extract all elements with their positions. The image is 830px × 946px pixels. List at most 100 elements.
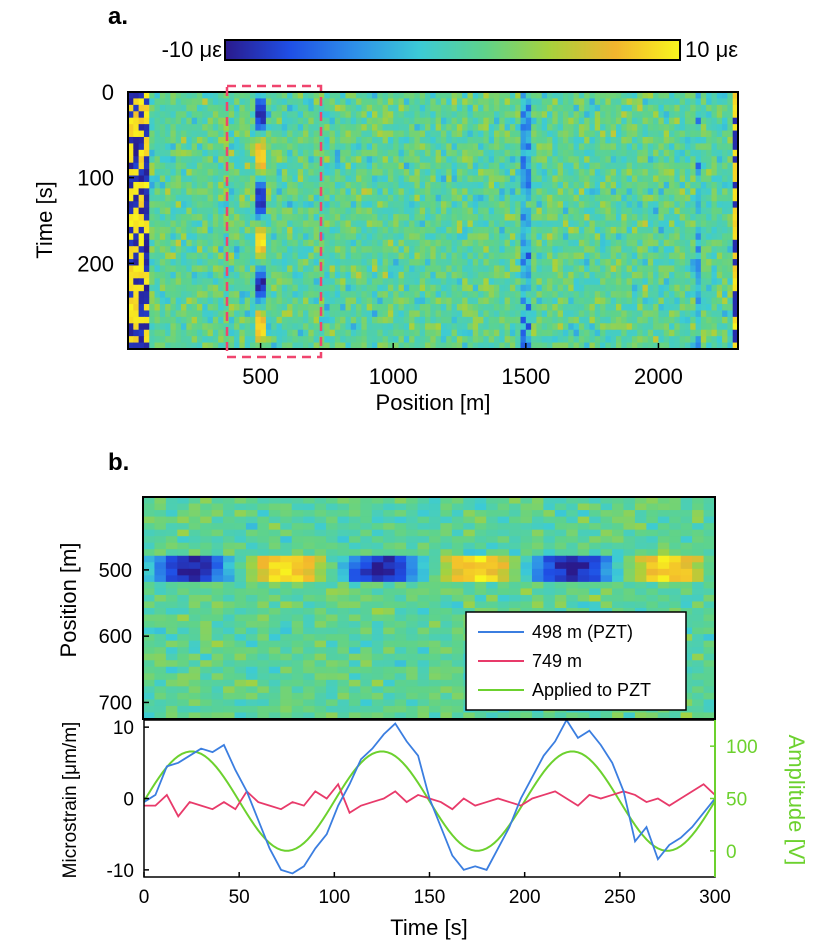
heatmap-a-cell	[647, 278, 654, 286]
heatmap-a-cell	[260, 220, 267, 228]
heatmap-a-cell	[557, 201, 564, 209]
heatmap-a-cell	[175, 336, 182, 344]
heatmap-a-cell	[647, 214, 654, 222]
heatmap-a-cell	[366, 98, 373, 106]
heatmap-a-cell	[684, 342, 691, 349]
heatmap-a-cell	[250, 323, 256, 331]
heatmap-a-cell	[594, 342, 601, 349]
heatmap-a-cell	[674, 188, 681, 196]
heatmap-a-cell	[637, 124, 644, 132]
heatmap-a-cell	[292, 117, 299, 125]
heatmap-a-cell	[520, 304, 527, 312]
heatmap-a-cell	[478, 169, 484, 177]
heatmap-a-cell	[260, 239, 267, 247]
heatmap-a-cell	[244, 291, 251, 299]
heatmap-a-cell	[138, 297, 145, 305]
heatmap-a-cell	[647, 342, 654, 349]
heatmap-a-cell	[313, 136, 320, 144]
heatmap-b-cell	[291, 529, 304, 537]
heatmap-a-cell	[446, 124, 453, 132]
heatmap-a-cell	[605, 246, 612, 254]
heatmap-a-cell	[138, 117, 145, 125]
heatmap-a-cell	[382, 316, 389, 324]
heatmap-a-cell	[196, 136, 203, 144]
heatmap-a-cell	[674, 304, 681, 312]
heatmap-a-cell	[276, 239, 283, 247]
heatmap-a-cell	[674, 316, 681, 324]
heatmap-a-cell	[462, 284, 469, 292]
heatmap-a-cell	[223, 259, 230, 267]
heatmap-a-cell	[637, 329, 644, 337]
heatmap-a-cell	[679, 304, 686, 312]
heatmap-a-cell	[494, 329, 500, 337]
heatmap-a-cell	[340, 92, 347, 100]
heatmap-a-cell	[663, 207, 670, 215]
heatmap-b-cell	[497, 516, 510, 524]
heatmap-a-cell	[562, 104, 569, 112]
heatmap-a-cell	[250, 104, 256, 112]
heatmap-a-cell	[494, 214, 500, 222]
heatmap-a-cell	[324, 188, 331, 196]
heatmap-a-cell	[716, 201, 723, 209]
heatmap-a-cell	[255, 342, 262, 349]
heatmap-a-cell	[509, 265, 516, 273]
heatmap-a-cell	[239, 252, 246, 260]
heatmap-a-cell	[531, 316, 538, 324]
heatmap-a-cell	[133, 265, 140, 273]
heatmap-a-cell	[727, 194, 734, 202]
heatmap-a-cell	[669, 284, 675, 292]
heatmap-a-cell	[292, 323, 299, 331]
heatmap-a-cell	[297, 297, 304, 305]
heatmap-a-cell	[499, 220, 506, 228]
heatmap-a-cell	[350, 162, 357, 170]
heatmap-a-cell	[483, 98, 490, 106]
heatmap-a-cell	[684, 297, 691, 305]
heatmap-a-cell	[631, 336, 638, 344]
heatmap-b-cell	[474, 503, 487, 511]
heatmap-a-cell	[425, 201, 431, 209]
heatmap-a-cell	[621, 329, 628, 337]
heatmap-a-cell	[589, 323, 596, 331]
heatmap-a-cell	[499, 117, 506, 125]
heatmap-a-cell	[684, 252, 691, 260]
heatmap-a-cell	[478, 233, 484, 241]
heatmap-a-cell	[382, 175, 389, 183]
heatmap-a-cell	[663, 149, 670, 157]
heatmap-a-cell	[679, 136, 686, 144]
heatmap-a-cell	[250, 130, 256, 138]
heatmap-a-cell	[658, 201, 665, 209]
heatmap-a-cell	[223, 291, 230, 299]
heatmap-a-cell	[143, 214, 150, 222]
heatmap-a-cell	[440, 162, 447, 170]
heatmap-a-cell	[562, 323, 569, 331]
heatmap-b-cell	[497, 529, 510, 537]
heatmap-a-cell	[669, 194, 675, 202]
heatmap-a-cell	[616, 130, 622, 138]
heatmap-a-cell	[637, 201, 644, 209]
heatmap-a-cell	[509, 117, 516, 125]
heatmap-b-cell	[509, 536, 522, 544]
heatmap-a-cell	[287, 156, 294, 164]
heatmap-a-cell	[658, 226, 665, 234]
heatmap-a-cell	[610, 130, 617, 138]
heatmap-a-cell	[727, 169, 734, 177]
heatmap-a-cell	[287, 214, 294, 222]
heatmap-a-cell	[403, 233, 410, 241]
heatmap-a-cell	[700, 98, 707, 106]
heatmap-a-cell	[191, 181, 198, 189]
heatmap-a-cell	[181, 143, 187, 151]
heatmap-b-cell	[600, 529, 613, 537]
heatmap-a-cell	[440, 336, 447, 344]
heatmap-a-cell	[626, 252, 633, 260]
heatmap-a-cell	[690, 220, 697, 228]
heatmap-a-cell	[716, 175, 723, 183]
heatmap-a-cell	[483, 149, 490, 157]
heatmap-b-cell	[211, 516, 224, 524]
heatmap-a-cell	[297, 220, 304, 228]
heatmap-a-cell	[244, 310, 251, 318]
heatmap-a-cell	[658, 246, 665, 254]
heatmap-a-cell	[128, 278, 134, 286]
heatmap-a-cell	[128, 124, 134, 132]
heatmap-a-cell	[483, 207, 490, 215]
heatmap-a-cell	[462, 316, 469, 324]
